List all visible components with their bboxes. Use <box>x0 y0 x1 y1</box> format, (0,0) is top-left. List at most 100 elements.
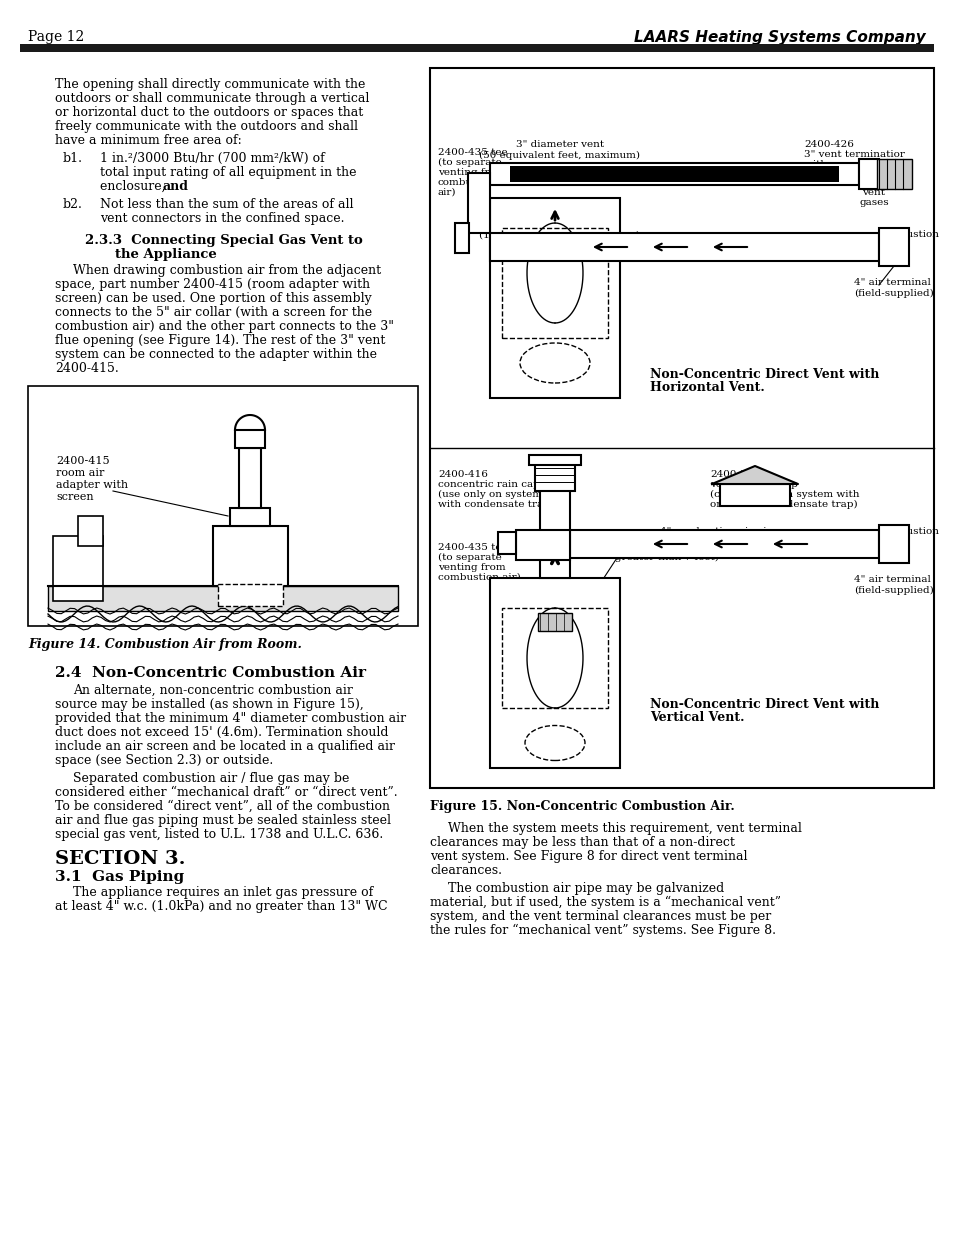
Text: air: air <box>878 538 892 547</box>
Text: The opening shall directly communicate with the: The opening shall directly communicate w… <box>55 78 365 91</box>
Bar <box>218 584 283 606</box>
Text: combustion air): combustion air) <box>437 573 520 582</box>
Text: Horizontal Vent.: Horizontal Vent. <box>649 382 764 394</box>
Text: outdoors or shall communicate through a vertical: outdoors or shall communicate through a … <box>55 91 369 105</box>
Text: Figure 15. Non-Concentric Combustion Air.: Figure 15. Non-Concentric Combustion Air… <box>430 800 734 813</box>
Text: 2400-370: 2400-370 <box>709 471 760 479</box>
Bar <box>569 530 878 558</box>
Text: system can be connected to the adapter within the: system can be connected to the adapter w… <box>55 348 376 361</box>
Text: (can be used on system with: (can be used on system with <box>709 490 859 499</box>
Bar <box>490 233 878 261</box>
Text: vent system. See Figure 8 for direct vent terminal: vent system. See Figure 8 for direct ven… <box>430 850 747 863</box>
Text: total input rating of all equipment in the: total input rating of all equipment in t… <box>100 165 356 179</box>
Text: (field-supplied): (field-supplied) <box>853 289 933 298</box>
Text: combustion: combustion <box>437 178 498 186</box>
Text: the Appliance: the Appliance <box>115 248 216 261</box>
Text: LAARS Heating Systems Company: LAARS Heating Systems Company <box>634 30 925 44</box>
Text: 2400-435 tee: 2400-435 tee <box>437 543 507 552</box>
Text: 4" combustion air pipe: 4" combustion air pipe <box>659 527 779 536</box>
Text: material, but if used, the system is a “mechanical vent”: material, but if used, the system is a “… <box>430 897 781 909</box>
Text: duct does not exceed 15' (4.6m). Termination should: duct does not exceed 15' (4.6m). Termina… <box>55 726 388 739</box>
Text: 2400-426: 2400-426 <box>803 140 853 149</box>
Text: system, and the vent terminal clearances must be per: system, and the vent terminal clearances… <box>430 910 770 923</box>
Text: screen) can be used. One portion of this assembly: screen) can be used. One portion of this… <box>55 291 372 305</box>
Text: 1 in.²/3000 Btu/hr (700 mm²/kW) of: 1 in.²/3000 Btu/hr (700 mm²/kW) of <box>100 152 324 165</box>
Text: vent connectors in the confined space.: vent connectors in the confined space. <box>100 212 344 225</box>
Bar <box>878 525 908 563</box>
Text: clearances.: clearances. <box>430 864 501 877</box>
Text: combustion: combustion <box>878 527 939 536</box>
Text: and: and <box>163 180 189 193</box>
Bar <box>468 173 490 233</box>
Text: When drawing combustion air from the adjacent: When drawing combustion air from the adj… <box>73 264 381 277</box>
Text: the rules for “mechanical vent” systems. See Figure 8.: the rules for “mechanical vent” systems.… <box>430 924 775 937</box>
Bar <box>510 165 838 182</box>
Text: air and flue gas piping must be sealed stainless steel: air and flue gas piping must be sealed s… <box>55 814 391 827</box>
Text: (use only on systems: (use only on systems <box>437 490 547 499</box>
Text: combustion air) and the other part connects to the 3": combustion air) and the other part conne… <box>55 320 394 333</box>
Text: 4" air terminal: 4" air terminal <box>853 278 930 287</box>
Text: An alternate, non-concentric combustion air: An alternate, non-concentric combustion … <box>73 684 353 697</box>
Text: 4" air terminal: 4" air terminal <box>853 576 930 584</box>
Text: air: air <box>878 241 892 249</box>
Text: Non-Concentric Direct Vent with: Non-Concentric Direct Vent with <box>649 698 879 711</box>
Text: screen: screen <box>56 492 93 501</box>
Text: concentric rain cap: concentric rain cap <box>437 480 539 489</box>
Bar <box>490 198 619 398</box>
Text: venting from: venting from <box>437 168 505 177</box>
Bar <box>497 532 516 555</box>
Text: b2.: b2. <box>63 198 83 211</box>
Text: clearances may be less than that of a non-direct: clearances may be less than that of a no… <box>430 836 734 848</box>
Text: provided that the minimum 4" diameter combustion air: provided that the minimum 4" diameter co… <box>55 713 406 725</box>
Bar <box>535 463 575 492</box>
Bar <box>501 228 607 338</box>
Bar <box>720 484 789 506</box>
Text: greater than 7 feet): greater than 7 feet) <box>615 553 719 562</box>
Text: When the system meets this requirement, vent terminal: When the system meets this requirement, … <box>448 823 801 835</box>
Text: 2400-416: 2400-416 <box>437 471 487 479</box>
Text: with screen: with screen <box>803 161 864 169</box>
Text: Combustion: Combustion <box>520 273 588 283</box>
Text: (15 equivalent feet, maximum): (15 equivalent feet, maximum) <box>479 231 639 240</box>
Text: flue opening (see Figure 14). The rest of the 3" vent: flue opening (see Figure 14). The rest o… <box>55 333 385 347</box>
Bar <box>28 387 417 626</box>
Bar <box>430 68 933 788</box>
Text: Fan: Fan <box>544 735 565 745</box>
Bar <box>516 530 569 559</box>
Text: 2400-435 tee: 2400-435 tee <box>437 148 507 157</box>
Text: Non-Concentric Direct Vent with: Non-Concentric Direct Vent with <box>649 368 879 382</box>
Bar <box>230 508 270 526</box>
Bar <box>455 224 469 253</box>
Bar <box>876 159 911 189</box>
Text: special gas vent, listed to U.L. 1738 and U.L.C. 636.: special gas vent, listed to U.L. 1738 an… <box>55 827 383 841</box>
Text: 2400-409 condensate trap: 2400-409 condensate trap <box>615 534 753 542</box>
Bar <box>529 454 580 466</box>
Text: (used if vent height is: (used if vent height is <box>615 543 728 552</box>
Text: (to separate: (to separate <box>437 553 501 562</box>
Text: The appliance requires an inlet gas pressure of: The appliance requires an inlet gas pres… <box>73 885 373 899</box>
Text: Figure 14. Combustion Air from Room.: Figure 14. Combustion Air from Room. <box>28 638 301 651</box>
Polygon shape <box>711 466 797 484</box>
Bar <box>501 608 607 708</box>
Text: source may be installed (as shown in Figure 15),: source may be installed (as shown in Fig… <box>55 698 363 711</box>
Text: vent: vent <box>862 188 884 198</box>
Bar <box>490 578 619 768</box>
Text: with condensate trap): with condensate trap) <box>437 500 554 509</box>
Text: at least 4" w.c. (1.0kPa) and no greater than 13" WC: at least 4" w.c. (1.0kPa) and no greater… <box>55 900 387 913</box>
Bar <box>48 585 397 611</box>
Text: Chamber: Chamber <box>530 661 578 671</box>
Text: Vertical Vent.: Vertical Vent. <box>649 711 743 724</box>
Text: Fan: Fan <box>544 354 565 366</box>
Text: air): air) <box>437 188 456 198</box>
Text: Not less than the sum of the areas of all: Not less than the sum of the areas of al… <box>100 198 354 211</box>
Text: 2400-415.: 2400-415. <box>55 362 118 375</box>
Text: SECTION 3.: SECTION 3. <box>55 850 185 868</box>
Text: or without condensate trap): or without condensate trap) <box>709 500 857 509</box>
Text: 2.4  Non-Concentric Combustion Air: 2.4 Non-Concentric Combustion Air <box>55 666 366 680</box>
Text: (to separate: (to separate <box>437 158 501 167</box>
Text: 3" diameter vent: 3" diameter vent <box>516 140 603 149</box>
Text: Combustion: Combustion <box>523 648 586 657</box>
Text: vertical vent cap: vertical vent cap <box>709 480 797 489</box>
Text: space (see Section 2.3) or outside.: space (see Section 2.3) or outside. <box>55 755 273 767</box>
Text: considered either “mechanical draft” or “direct vent”.: considered either “mechanical draft” or … <box>55 785 397 799</box>
